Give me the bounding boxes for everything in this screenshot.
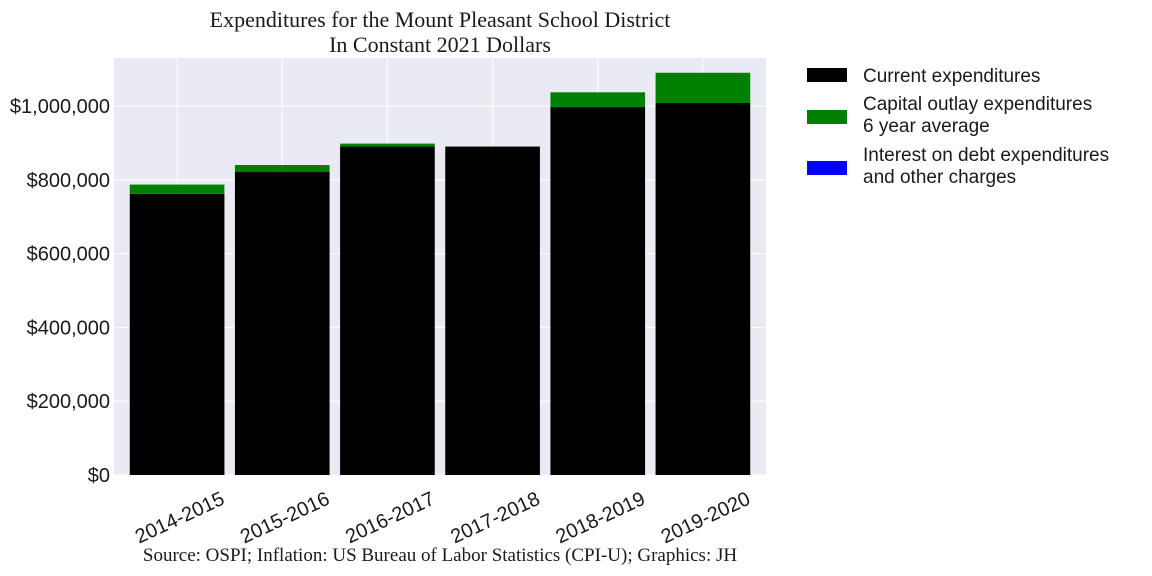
- legend: Current expenditures Capital outlay expen…: [807, 66, 1109, 188]
- chart-title: Expenditures for the Mount Pleasant Scho…: [210, 7, 671, 57]
- bar-segment-series-0-2018-2019: [550, 107, 646, 475]
- bar-segment-series-1-2014-2015: [129, 184, 225, 194]
- x-tick-label: 2016-2017: [342, 488, 438, 548]
- legend-swatch: [807, 68, 847, 82]
- y-tick-label: $600,000: [27, 244, 110, 266]
- y-tick-label: $800,000: [27, 170, 110, 192]
- y-tick-label: $200,000: [27, 391, 110, 413]
- x-tick-label: 2018-2019: [553, 488, 649, 548]
- bars: [129, 72, 751, 476]
- x-tick-label: 2017-2018: [447, 488, 543, 548]
- bar-segment-series-0-2015-2016: [234, 171, 330, 476]
- legend-entry: Interest on debt expenditures and other c…: [807, 145, 1109, 188]
- legend-swatch: [807, 110, 847, 124]
- bar-segment-series-0-2017-2018: [445, 146, 540, 475]
- source-caption: Source: OSPI; Inflation: US Bureau of La…: [143, 545, 737, 566]
- legend-entry: Current expenditures: [807, 66, 1040, 87]
- bar-segment-series-1-2015-2016: [234, 165, 330, 172]
- legend-label: Current expenditures: [863, 66, 1040, 87]
- x-axis-tick-labels: 2014-2015 2015-2016 2016-2017 2017-2018 2018…: [132, 488, 754, 548]
- bar-segment-series-0-2016-2017: [340, 146, 435, 475]
- legend-swatch: [807, 161, 847, 175]
- chart-title-line: Expenditures for the Mount Pleasant Scho…: [210, 7, 671, 32]
- bar-segment-series-0-2014-2015: [129, 193, 225, 476]
- y-tick-label: $0: [88, 465, 110, 487]
- bar-segment-series-1-2019-2020: [655, 72, 751, 104]
- y-axis-tick-labels: $0 $200,000 $400,000 $600,000 $800,000 $1,000…: [10, 96, 110, 487]
- legend-entry: Capital outlay expenditures 6 year averag…: [807, 94, 1092, 137]
- x-tick-label: 2014-2015: [132, 488, 228, 548]
- x-tick-label: 2019-2020: [658, 488, 754, 548]
- chart-title-line: In Constant 2021 Dollars: [329, 32, 551, 57]
- x-tick-label: 2015-2016: [237, 488, 333, 548]
- legend-label: Interest on debt expenditures and other c…: [863, 145, 1109, 188]
- bar-segment-series-0-2019-2020: [655, 103, 751, 475]
- bar-segment-series-1-2018-2019: [550, 92, 646, 108]
- y-tick-label: $400,000: [27, 317, 110, 339]
- legend-label: Capital outlay expenditures 6 year averag…: [863, 94, 1092, 137]
- y-tick-label: $1,000,000: [10, 96, 110, 118]
- bar-segment-series-1-2016-2017: [340, 143, 435, 147]
